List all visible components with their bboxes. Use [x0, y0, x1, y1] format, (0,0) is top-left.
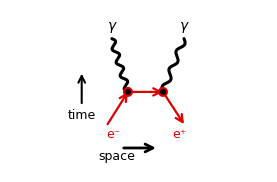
- Text: γ: γ: [180, 19, 188, 33]
- Circle shape: [126, 90, 130, 94]
- Text: e⁺: e⁺: [173, 128, 187, 141]
- Text: γ: γ: [108, 19, 116, 33]
- Circle shape: [161, 90, 165, 94]
- Text: e⁻: e⁻: [106, 128, 120, 141]
- Text: space: space: [99, 150, 136, 163]
- Text: time: time: [68, 109, 96, 122]
